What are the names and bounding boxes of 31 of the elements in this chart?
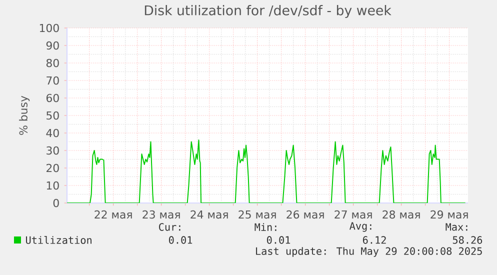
- text: Min:: [254, 223, 276, 231]
- y-tick-label: 80: [46, 58, 59, 68]
- text: 6.12: [362, 236, 386, 244]
- text: Max:: [446, 223, 468, 231]
- legend-label: Utilization: [26, 236, 92, 244]
- y-tick-label: 60: [46, 94, 59, 102]
- chart-title: Disk utilization for /dev/sdf - by week: [144, 5, 392, 18]
- x-tick-label: 27 мая: [334, 210, 372, 219]
- y-tick-label: 90: [46, 41, 59, 50]
- text: Last update: Thu May 29 20:00:08 2025: [256, 247, 482, 257]
- text: Cur:: [159, 223, 180, 231]
- x-tick-label: 28 мая: [382, 210, 420, 219]
- text: 0.01: [168, 236, 192, 244]
- y-tick-label: 70: [46, 76, 59, 85]
- x-tick-label: 23 мая: [142, 210, 180, 219]
- y-tick-label: 40: [46, 128, 59, 138]
- y-tick-label: 20: [46, 164, 59, 172]
- text: 0.01: [266, 236, 290, 244]
- y-tick-label: 10: [46, 181, 59, 190]
- text: 58.26: [452, 236, 482, 244]
- x-tick-label: 29 мая: [430, 210, 468, 219]
- x-tick-label: 25 мая: [238, 210, 276, 219]
- x-tick-label: 24 мая: [190, 210, 228, 219]
- y-tick-label: 30: [46, 146, 59, 155]
- x-tick-label: 26 мая: [286, 210, 324, 219]
- y-tick-label: 50: [46, 111, 59, 120]
- y-tick-label: 100: [40, 24, 59, 32]
- y-axis-title: % busy: [19, 96, 30, 135]
- x-tick-label: 22 мая: [94, 210, 132, 219]
- y-tick-label: 0: [53, 198, 59, 208]
- text: Avg:: [350, 222, 372, 232]
